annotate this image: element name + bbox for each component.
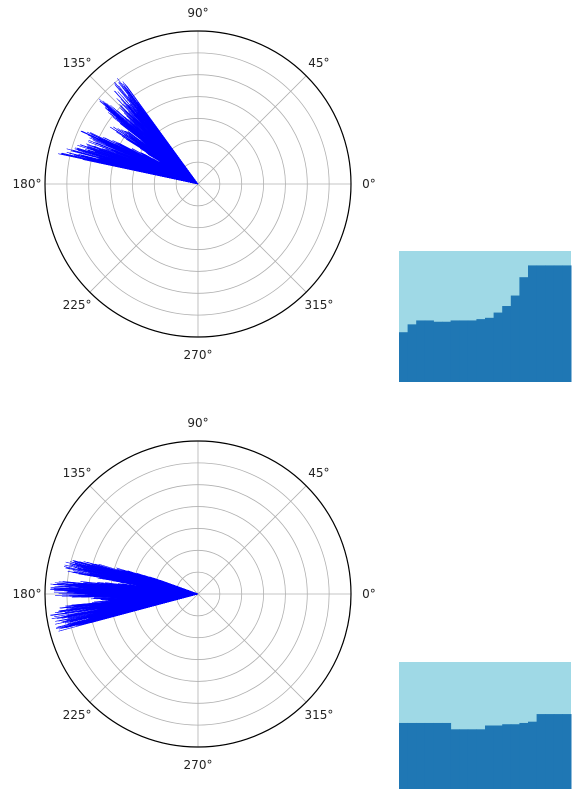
inset-step-bar [536,265,546,382]
angle-tick-label: 90° [187,416,208,430]
inset-step-bar [553,265,563,382]
inset-step-bar [399,722,409,789]
inset-step-bar [442,321,452,382]
inset-step-bar [433,321,443,382]
series-body [95,102,198,184]
inset-chart-top [399,251,572,382]
angle-tick-label: 0° [362,177,376,191]
inset-step-bar [450,729,460,789]
polar-chart-top: 0° 45° 90° 135° 180° 225° 270° 315° [13,6,376,362]
inset-step-bar [545,714,555,789]
inset-step-bar [407,722,417,789]
angle-spoke [89,485,199,595]
inset-step-bar [450,320,460,382]
angle-tick-label: 180° [13,177,42,191]
inset-step-bar [399,332,409,382]
angle-spoke [197,75,307,185]
angle-tick-label: 0° [362,587,376,601]
angle-spoke [89,593,199,703]
angle-tick-label: 135° [63,56,92,70]
inset-step-bar [502,724,512,789]
angle-tick-label: 270° [184,348,213,362]
angle-tick-labels: 0° 45° 90° 135° 180° 225° 270° 315° [13,6,376,362]
inset-step-bar [502,306,512,382]
inset-step-bar [562,265,572,382]
series-body [89,568,198,622]
angle-spoke [89,183,199,293]
angle-tick-label: 45° [308,466,329,480]
angle-spoke [197,183,307,293]
inset-step-bar [528,721,538,789]
inset-step-bar [485,317,495,382]
inset-step-bar [407,324,417,382]
inset-step-bar [519,277,529,382]
angle-tick-label: 315° [304,708,333,722]
polar-frame [44,440,352,748]
inset-step-bar [424,320,434,382]
inset-step-bar [545,265,555,382]
angle-tick-label: 90° [187,6,208,20]
angle-tick-label: 315° [304,298,333,312]
angle-tick-labels: 0° 45° 90° 135° 180° 225° 270° 315° [13,416,376,772]
inset-step-bar [562,714,572,789]
inset-step-bar [416,320,426,382]
inset-step-bar [536,714,546,789]
inset-step-bar [528,265,538,382]
inset-step-bar [416,722,426,789]
inset-step-bar [433,722,443,789]
inset-step-bar [510,724,520,789]
angle-tick-label: 135° [63,466,92,480]
polar-frame [44,30,352,338]
inset-step-bar [424,722,434,789]
inset-step-bar [476,319,486,382]
angle-tick-label: 225° [63,298,92,312]
polar-chart-bottom: 0° 45° 90° 135° 180° 225° 270° 315° [13,416,376,772]
inset-step-bar [493,725,503,789]
inset-step-bar [553,714,563,789]
inset-step-bar [459,729,469,789]
angle-tick-label: 270° [184,758,213,772]
inset-step-bar [519,722,529,789]
inset-step-bar [467,729,477,789]
inset-step-bar [442,722,452,789]
polar-series [50,560,199,632]
angle-spoke [197,485,307,595]
polar-series [58,78,199,185]
inset-step-bar [510,295,520,382]
inset-step-bar [476,729,486,789]
angle-tick-label: 45° [308,56,329,70]
inset-step-bar [493,312,503,382]
inset-chart-bottom [399,662,572,789]
angle-spoke [197,593,307,703]
inset-step-bar [485,725,495,789]
angle-tick-label: 180° [13,587,42,601]
inset-step-bar [459,320,469,382]
inset-step-bar [467,320,477,382]
angle-tick-label: 225° [63,708,92,722]
